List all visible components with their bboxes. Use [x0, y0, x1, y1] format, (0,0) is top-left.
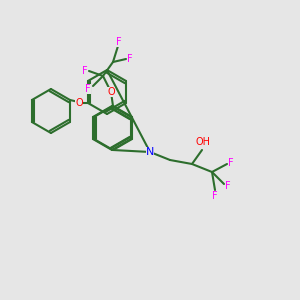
Text: F: F	[127, 54, 133, 64]
Text: F: F	[212, 191, 218, 201]
Text: OH: OH	[196, 137, 211, 147]
Text: F: F	[82, 66, 88, 76]
Text: F: F	[225, 181, 231, 191]
Text: O: O	[107, 87, 115, 97]
Text: F: F	[116, 37, 122, 47]
Text: O: O	[75, 98, 83, 108]
Text: F: F	[85, 84, 91, 94]
Text: N: N	[146, 147, 154, 157]
Text: F: F	[228, 158, 234, 168]
